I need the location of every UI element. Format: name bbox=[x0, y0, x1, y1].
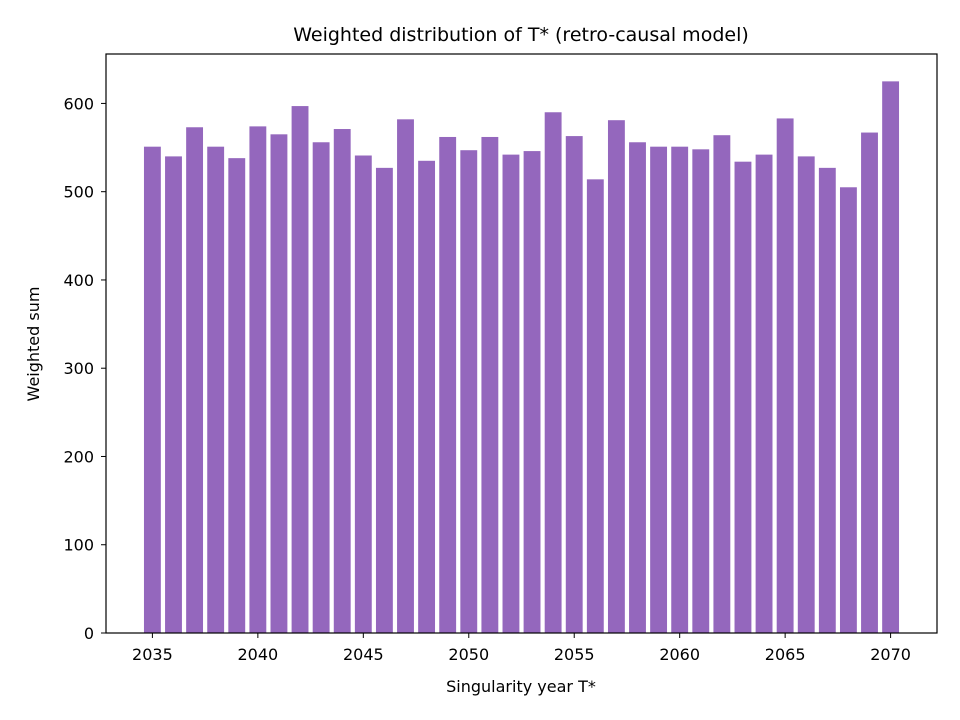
bar-2064 bbox=[755, 154, 773, 633]
bar-2062 bbox=[713, 135, 731, 633]
bar-2051 bbox=[481, 136, 499, 633]
x-tick-label: 2055 bbox=[554, 645, 595, 664]
bar-2054 bbox=[544, 112, 562, 633]
bar-2041 bbox=[270, 134, 288, 633]
x-tick-label: 2050 bbox=[448, 645, 489, 664]
x-tick-label: 2060 bbox=[659, 645, 700, 664]
chart-title: Weighted distribution of T* (retro-causa… bbox=[293, 24, 749, 46]
bar-series bbox=[143, 81, 900, 634]
y-tick-label: 500 bbox=[63, 183, 94, 202]
bar-2055 bbox=[565, 136, 583, 633]
x-axis-label: Singularity year T* bbox=[446, 677, 596, 696]
bar-2045 bbox=[354, 155, 372, 633]
bar-2044 bbox=[333, 129, 351, 633]
bar-2035 bbox=[143, 146, 161, 634]
y-tick-label: 0 bbox=[84, 624, 94, 643]
bar-2043 bbox=[312, 142, 330, 633]
y-axis-label: Weighted sum bbox=[24, 287, 43, 402]
bar-2070 bbox=[882, 81, 900, 634]
y-tick-label: 400 bbox=[63, 271, 94, 290]
bar-2052 bbox=[502, 154, 520, 633]
bar-2057 bbox=[607, 120, 625, 633]
bar-2049 bbox=[439, 136, 457, 633]
bar-2048 bbox=[418, 160, 436, 634]
bar-2060 bbox=[671, 146, 689, 634]
bar-2053 bbox=[523, 151, 541, 633]
bar-2065 bbox=[776, 118, 794, 634]
x-tick-label: 2040 bbox=[237, 645, 278, 664]
bar-2050 bbox=[460, 150, 478, 633]
bar-2047 bbox=[397, 119, 414, 633]
bar-2067 bbox=[818, 167, 836, 634]
plot-frame bbox=[105, 53, 938, 634]
bar-2059 bbox=[650, 146, 668, 634]
bar-2063 bbox=[734, 161, 752, 633]
x-tick-label: 2070 bbox=[870, 645, 911, 664]
bar-2039 bbox=[228, 158, 246, 633]
y-tick-label: 100 bbox=[63, 536, 94, 555]
bar-2036 bbox=[165, 156, 182, 633]
bar-2069 bbox=[861, 132, 878, 634]
y-axis-ticks: 0 100 200 300 400 500 600 bbox=[63, 94, 106, 643]
bar-2068 bbox=[839, 187, 857, 633]
bar-2066 bbox=[797, 156, 815, 633]
y-tick-label: 300 bbox=[63, 359, 94, 378]
x-tick-label: 2065 bbox=[765, 645, 806, 664]
x-tick-label: 2035 bbox=[132, 645, 173, 664]
bar-2061 bbox=[692, 149, 710, 633]
bar-2046 bbox=[375, 167, 393, 634]
bar-2040 bbox=[249, 126, 267, 633]
x-axis-ticks: 2035 2040 2045 2050 2055 2060 2065 2070 bbox=[132, 633, 911, 664]
x-tick-label: 2045 bbox=[343, 645, 384, 664]
bar-2056 bbox=[586, 179, 604, 633]
bar-2058 bbox=[629, 142, 646, 633]
bar-2042 bbox=[291, 106, 309, 633]
y-tick-label: 600 bbox=[63, 94, 94, 113]
bar-2037 bbox=[186, 127, 204, 633]
y-tick-label: 200 bbox=[63, 447, 94, 466]
bar-2038 bbox=[207, 146, 225, 634]
